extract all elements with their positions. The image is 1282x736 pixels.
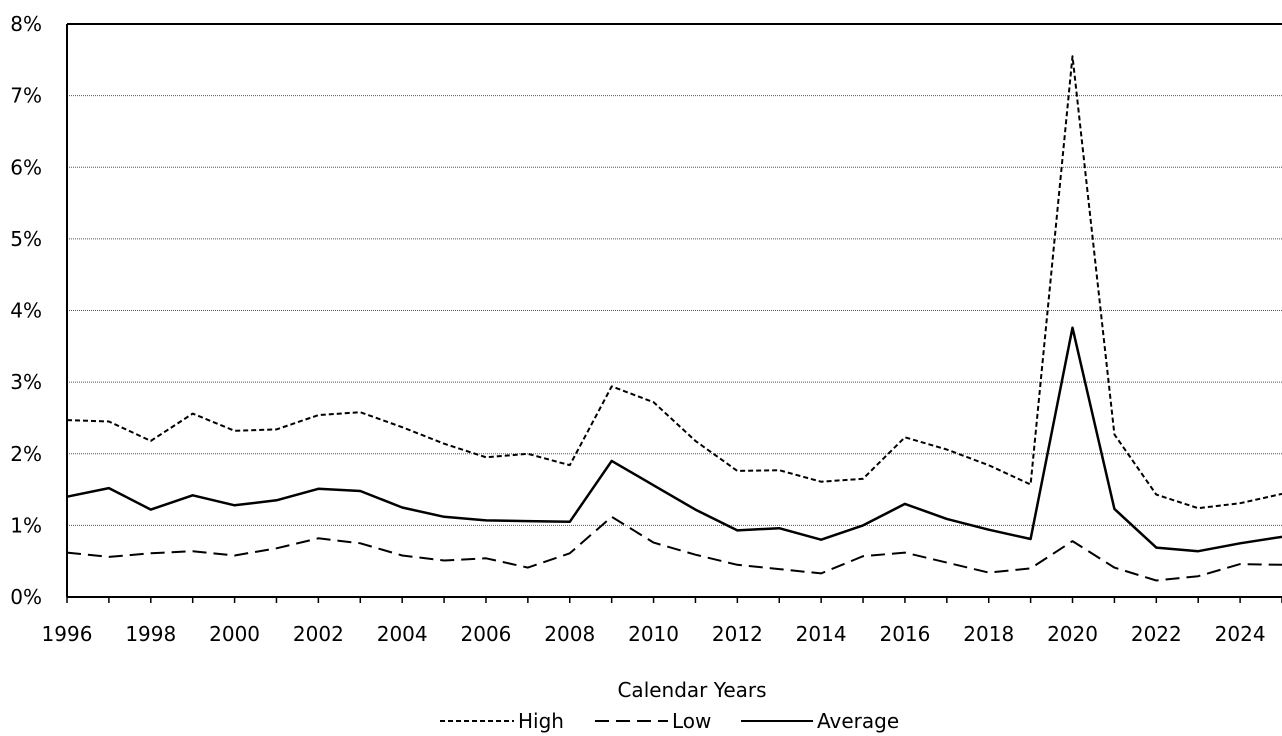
legend-label-low: Low [672, 709, 711, 733]
y-tick-label: 4% [10, 299, 42, 323]
series-line-average [66, 326, 1282, 553]
y-tick-label: 2% [10, 442, 42, 466]
x-tick-label: 2020 [1047, 622, 1098, 646]
x-tick-label: 1996 [42, 622, 93, 646]
series-line-high [66, 55, 1282, 510]
x-tick-label: 2018 [963, 622, 1014, 646]
x-tick-label: 1998 [125, 622, 176, 646]
x-tick-label: 2012 [712, 622, 763, 646]
x-tick-label: 2014 [796, 622, 847, 646]
series-lines [66, 55, 1282, 582]
y-tick-label: 0% [10, 585, 42, 609]
legend-label-high: High [518, 709, 564, 733]
x-tick-label: 2006 [461, 622, 512, 646]
x-tick-label: 2010 [628, 622, 679, 646]
gridlines [67, 95, 1282, 526]
x-tick-label: 2024 [1215, 622, 1266, 646]
y-tick-label: 5% [10, 227, 42, 251]
series-line-low [66, 515, 1282, 582]
x-tick-label: 2000 [209, 622, 260, 646]
y-tick-label: 6% [10, 155, 42, 179]
y-tick-label: 8% [10, 12, 42, 36]
y-tick-label: 7% [10, 84, 42, 108]
y-tick-label: 3% [10, 370, 42, 394]
x-axis-title: Calendar Years [617, 678, 766, 702]
x-tick-label: 2002 [293, 622, 344, 646]
x-axis-ticks: 1996 1998 2000 2002 2004 2006 2008 2010 2012 2014… [42, 597, 1282, 646]
plot-border [66, 23, 1282, 598]
x-tick-label: 2004 [377, 622, 428, 646]
y-axis-ticks: 0% 1% 2% 3% 4% 5% 6% 7% 8% [10, 12, 42, 609]
legend: High Low Average [440, 709, 899, 733]
x-tick-label: 2008 [544, 622, 595, 646]
x-tick-label: 2016 [879, 622, 930, 646]
y-tick-label: 1% [10, 513, 42, 537]
legend-label-average: Average [817, 709, 899, 733]
x-tick-label: 2022 [1131, 622, 1182, 646]
